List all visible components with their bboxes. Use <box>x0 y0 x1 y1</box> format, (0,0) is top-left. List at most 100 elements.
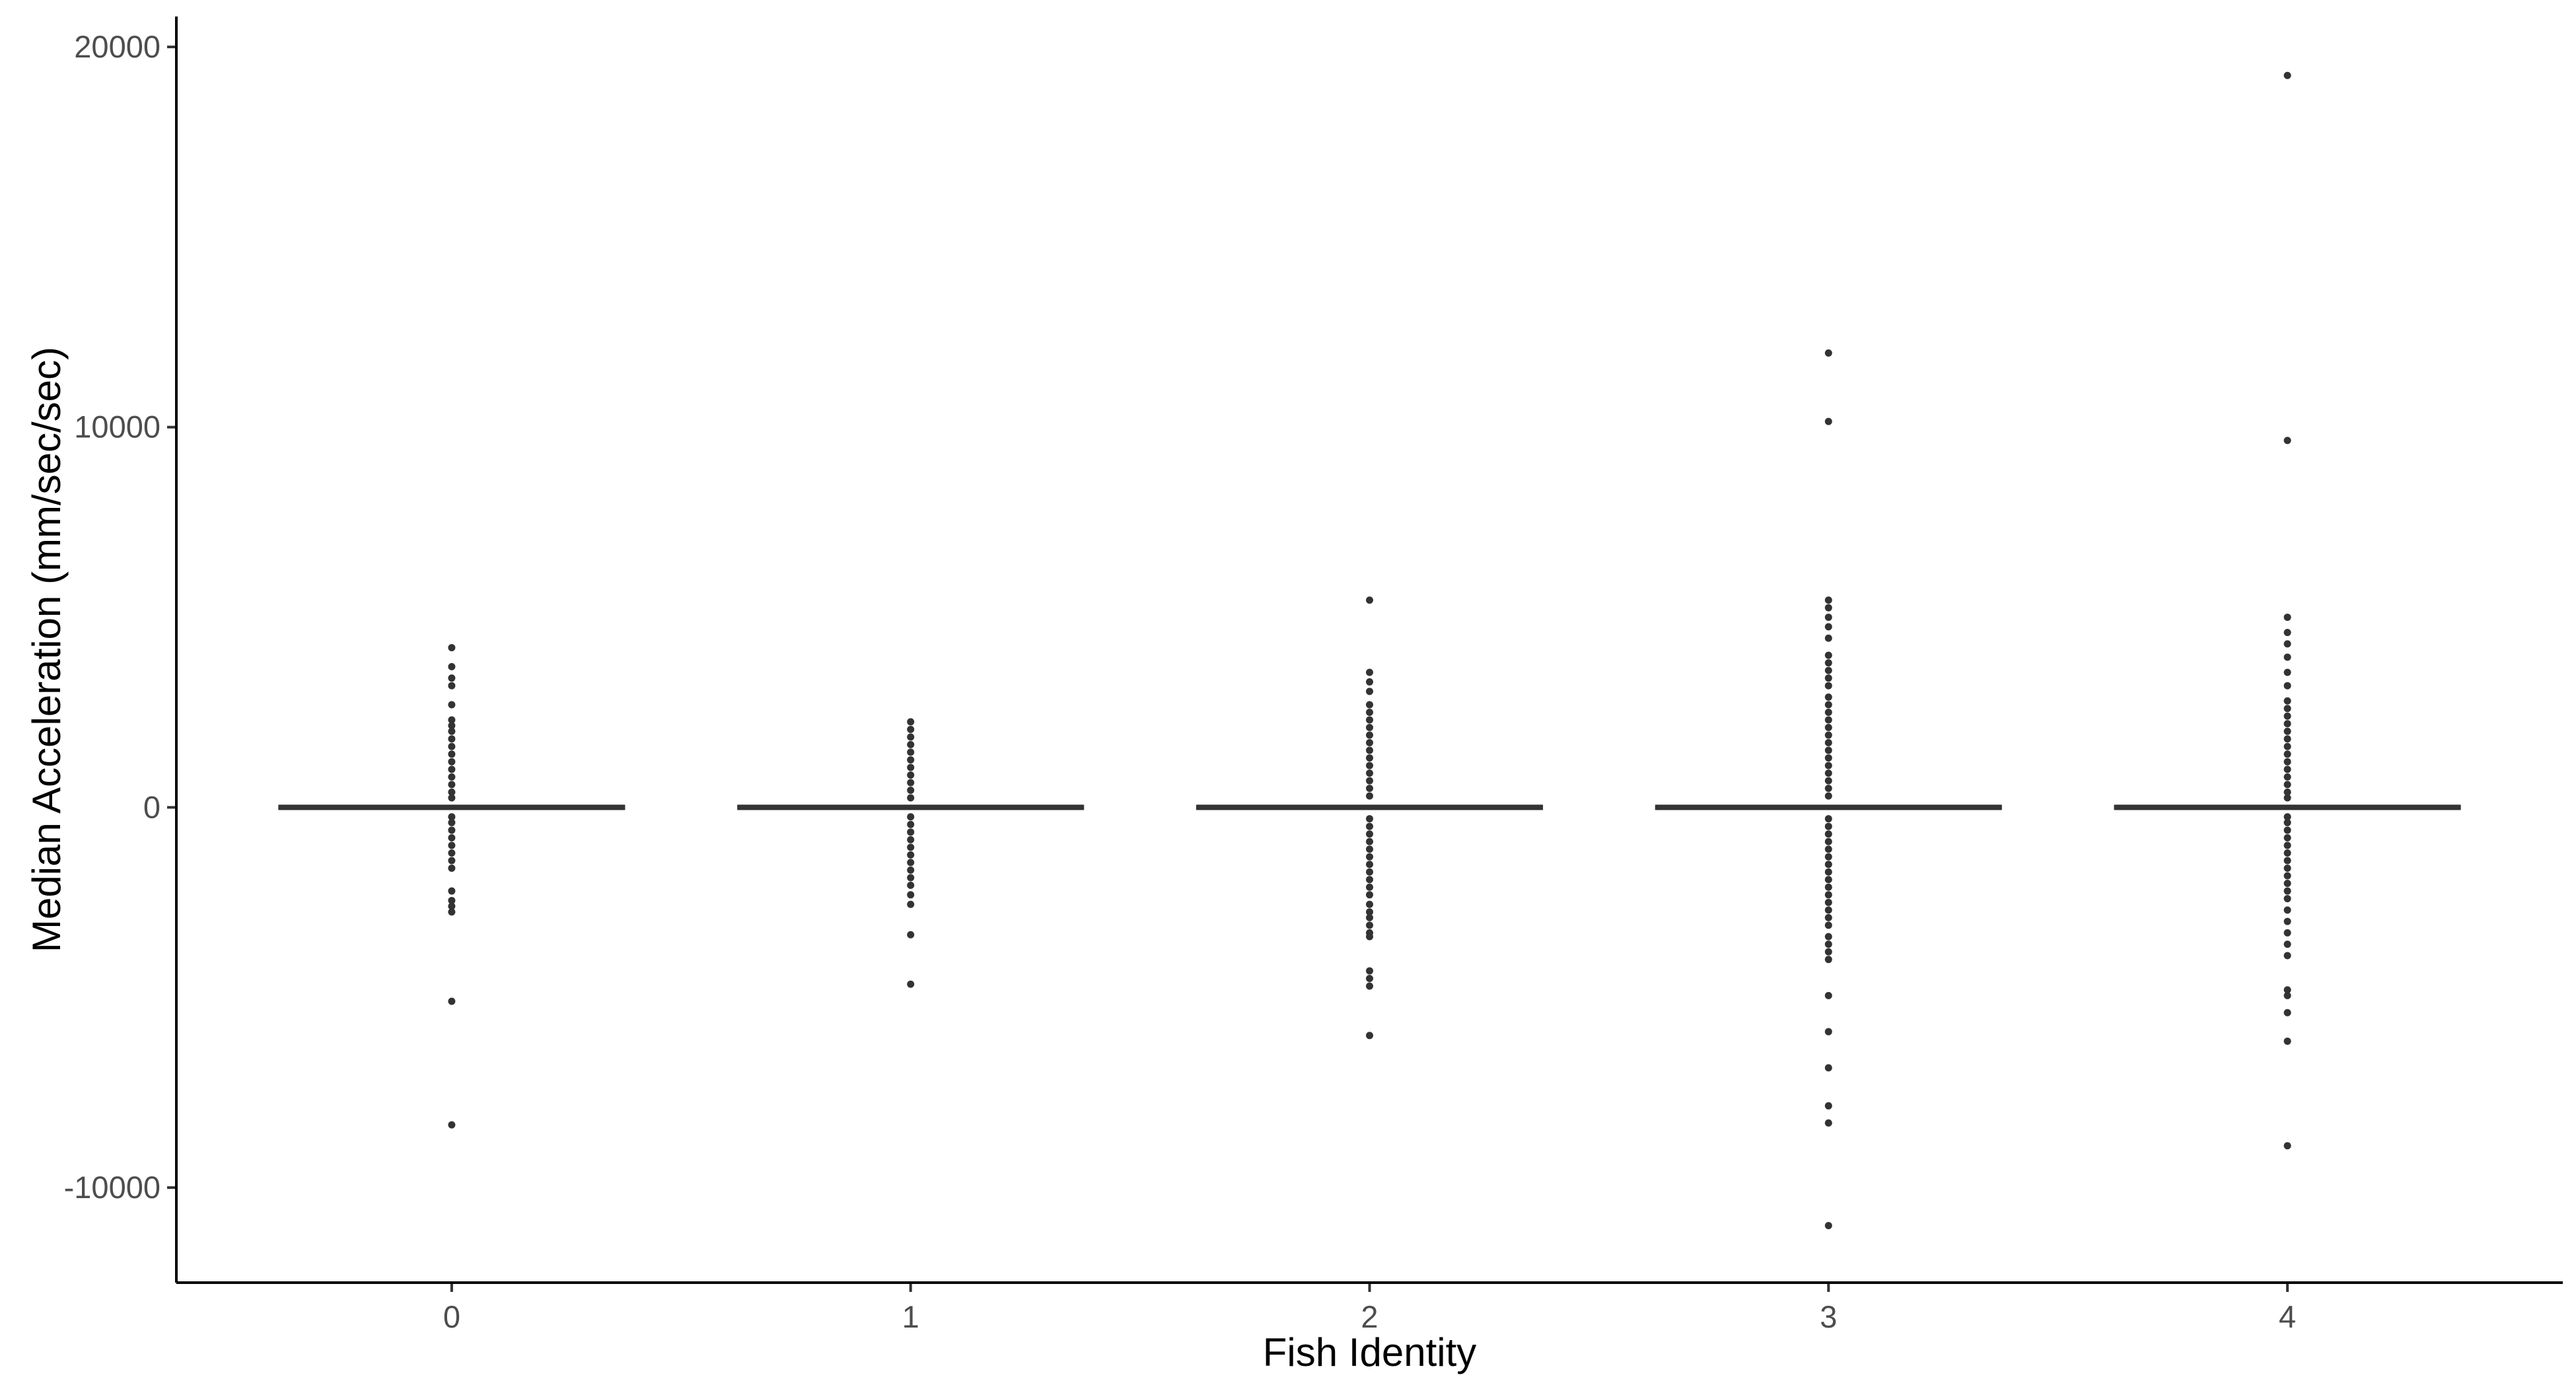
outlier-point <box>2283 991 2291 999</box>
outlier-point <box>448 742 456 750</box>
outlier-point <box>448 849 456 857</box>
box-series <box>278 71 2461 1230</box>
outlier-point <box>1824 634 1832 642</box>
outlier-point <box>1824 769 1832 777</box>
y-axis-ticks: -10000 0 10000 20000 <box>64 29 176 1205</box>
outlier-point <box>1824 906 1832 914</box>
outlier-point <box>2283 653 2291 661</box>
outlier-point <box>2283 941 2291 948</box>
outlier-point <box>2283 1037 2291 1045</box>
outlier-point <box>448 788 456 796</box>
outlier-point <box>448 765 456 773</box>
outlier-point <box>2283 682 2291 690</box>
outlier-point <box>1824 933 1832 941</box>
outlier-point <box>2283 773 2291 781</box>
outlier-point <box>2283 834 2291 841</box>
outlier-point <box>448 701 456 709</box>
outlier-point <box>448 794 456 802</box>
outlier-point <box>1824 876 1832 884</box>
outlier-point <box>448 896 456 904</box>
outlier-point <box>1824 991 1832 999</box>
outlier-point <box>1366 724 1373 732</box>
outlier-point <box>1366 708 1373 716</box>
outlier-point <box>448 834 456 841</box>
outlier-point <box>1824 724 1832 732</box>
outlier-point <box>1824 1119 1832 1127</box>
outlier-point <box>1824 716 1832 724</box>
outlier-point <box>1824 731 1832 739</box>
outlier-point <box>2283 668 2291 676</box>
outlier-point <box>907 820 915 828</box>
outlier-point <box>1366 967 1373 975</box>
outlier-point <box>1824 956 1832 964</box>
outlier-point <box>1824 659 1832 667</box>
outlier-point <box>448 841 456 849</box>
outlier-point <box>448 813 456 821</box>
outlier-point <box>2283 640 2291 648</box>
outlier-point <box>907 891 915 899</box>
outlier-point <box>1366 678 1373 686</box>
outlier-point <box>2283 629 2291 637</box>
outlier-point <box>1824 1102 1832 1110</box>
outlier-point <box>1366 785 1373 793</box>
outlier-point <box>907 866 915 874</box>
outlier-point <box>1366 688 1373 695</box>
outlier-point <box>1824 623 1832 631</box>
outlier-point <box>448 735 456 743</box>
outlier-point <box>2283 841 2291 849</box>
outlier-point <box>1824 883 1832 891</box>
outlier-point <box>2283 849 2291 857</box>
x-tick-label: 3 <box>1820 1299 1837 1334</box>
outlier-point <box>907 756 915 764</box>
outlier-point <box>1366 883 1373 891</box>
outlier-point <box>1366 830 1373 838</box>
outlier-point <box>448 902 456 910</box>
outlier-point <box>2283 917 2291 925</box>
outlier-point <box>2283 865 2291 872</box>
outlier-point <box>1824 785 1832 793</box>
outlier-point <box>907 881 915 889</box>
outlier-point <box>1824 604 1832 612</box>
outlier-point <box>1824 1064 1832 1072</box>
outlier-point <box>2283 880 2291 888</box>
y-tick-label: -10000 <box>64 1170 161 1205</box>
outlier-point <box>1366 792 1373 800</box>
outlier-point <box>1824 777 1832 785</box>
outlier-point <box>1366 596 1373 604</box>
outlier-point <box>1824 762 1832 769</box>
outlier-point <box>1824 1222 1832 1230</box>
x-tick-label: 1 <box>902 1299 919 1334</box>
outlier-point <box>2283 895 2291 903</box>
box-1 <box>737 718 1085 988</box>
outlier-point <box>1366 982 1373 990</box>
outlier-point <box>2283 71 2291 79</box>
outlier-point <box>448 887 456 895</box>
outlier-point <box>907 813 915 821</box>
outlier-point <box>1366 668 1373 676</box>
outlier-point <box>1824 845 1832 853</box>
outlier-point <box>2283 758 2291 765</box>
outlier-point <box>1824 693 1832 701</box>
outlier-point <box>448 826 456 834</box>
outlier-point <box>1366 701 1373 709</box>
outlier-point <box>907 980 915 988</box>
outlier-point <box>1824 614 1832 622</box>
outlier-point <box>2283 735 2291 743</box>
outlier-point <box>1824 754 1832 762</box>
outlier-point <box>1366 754 1373 762</box>
outlier-point <box>1824 792 1832 800</box>
outlier-point <box>448 1121 456 1129</box>
outlier-point <box>2283 906 2291 914</box>
outlier-point <box>1366 891 1373 899</box>
outlier-point <box>1366 913 1373 921</box>
y-tick-label: 20000 <box>74 29 161 64</box>
outlier-point <box>448 997 456 1005</box>
outlier-point <box>907 874 915 882</box>
outlier-point <box>1824 891 1832 899</box>
outlier-point <box>2283 437 2291 445</box>
y-axis-title: Median Acceleration (mm/sec/sec) <box>24 347 69 952</box>
outlier-point <box>907 787 915 794</box>
outlier-point <box>448 773 456 781</box>
outlier-point <box>907 740 915 748</box>
